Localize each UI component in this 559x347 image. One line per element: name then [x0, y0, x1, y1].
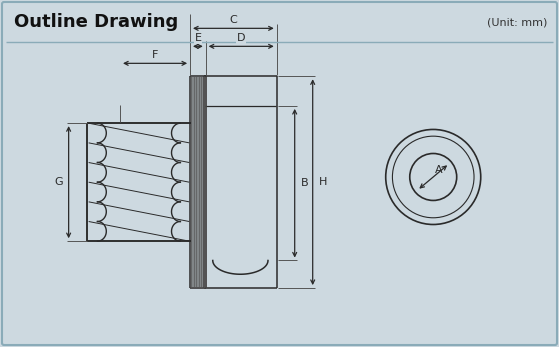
Text: E: E — [195, 33, 201, 43]
Text: Outline Drawing: Outline Drawing — [14, 13, 178, 31]
Text: C: C — [230, 15, 237, 25]
Text: D: D — [237, 33, 245, 43]
Text: A: A — [434, 166, 442, 175]
Text: H: H — [319, 177, 327, 187]
Text: G: G — [54, 177, 63, 187]
Text: (Unit: mm): (Unit: mm) — [487, 17, 547, 27]
Text: F: F — [152, 50, 158, 60]
Text: B: B — [301, 178, 309, 188]
